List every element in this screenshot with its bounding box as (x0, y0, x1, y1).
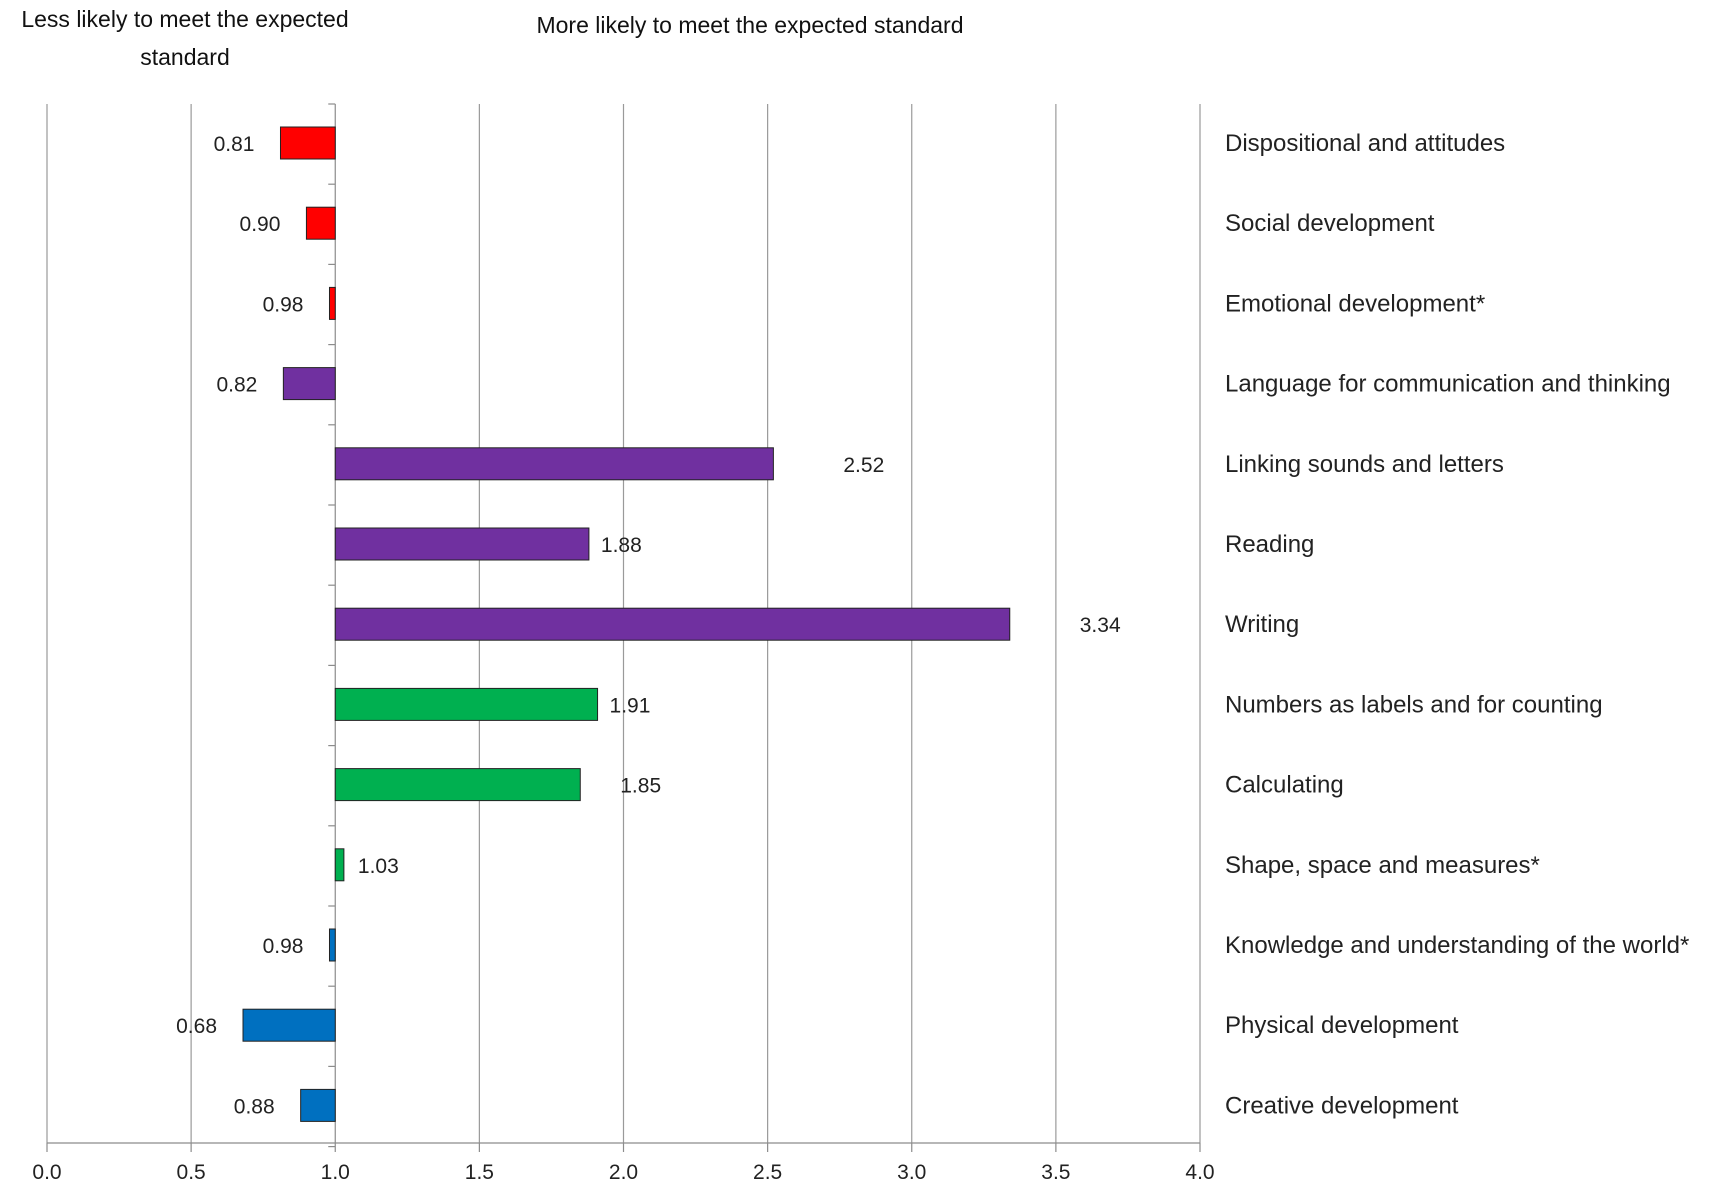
value-label-11: 0.68 (176, 1015, 217, 1038)
x-tick-label-3: 1.5 (465, 1161, 494, 1184)
bar-12 (300, 1088, 336, 1122)
value-label-10: 0.98 (263, 935, 304, 958)
x-tick-label-4: 2.0 (609, 1161, 638, 1184)
x-tick-label-5: 2.5 (753, 1161, 782, 1184)
header-less-likely-line2: standard (140, 44, 230, 70)
bar-3 (282, 367, 336, 401)
value-label-2: 0.98 (263, 293, 304, 316)
bar-2 (328, 286, 336, 320)
category-labels: Dispositional and attitudes Social develo… (1225, 130, 1689, 1119)
bar-1 (305, 206, 336, 240)
x-tick-label-6: 3.0 (897, 1161, 926, 1184)
bar-11 (242, 1008, 336, 1042)
bar-4 (334, 447, 774, 481)
x-axis (46, 103, 1201, 1152)
value-label-1: 0.90 (240, 213, 281, 236)
value-label-9: 1.03 (358, 855, 399, 878)
category-label-4: Linking sounds and letters (1225, 451, 1504, 478)
category-label-6: Writing (1225, 611, 1299, 638)
category-label-9: Shape, space and measures* (1225, 852, 1540, 879)
value-label-0: 0.81 (214, 133, 255, 156)
bar-8 (334, 768, 581, 802)
category-label-10: Knowledge and understanding of the world… (1225, 932, 1689, 959)
tick-labels: 0.0 0.5 1.0 1.5 2.0 2.5 3.0 3.5 4.0 (32, 1161, 1214, 1184)
category-label-2: Emotional development* (1225, 290, 1485, 317)
x-tick-label-7: 3.5 (1041, 1161, 1070, 1184)
value-label-6: 3.34 (1080, 614, 1121, 637)
bar-7 (334, 687, 599, 721)
value-label-12: 0.88 (234, 1095, 275, 1118)
category-label-0: Dispositional and attitudes (1225, 130, 1505, 157)
bars (242, 126, 1011, 1122)
value-labels: 0.81 0.90 0.98 0.82 2.52 1.88 3.34 1.91 1.85 1.03… (176, 133, 1121, 1118)
value-label-5: 1.88 (601, 534, 642, 557)
category-label-5: Reading (1225, 531, 1314, 558)
header-less-likely-line1: Less likely to meet the expected (21, 6, 348, 32)
value-label-4: 2.52 (843, 454, 884, 477)
bar-6 (334, 607, 1011, 641)
x-tick-label-8: 4.0 (1185, 1161, 1214, 1184)
category-label-11: Physical development (1225, 1012, 1459, 1039)
category-label-8: Calculating (1225, 772, 1344, 799)
header-more-likely: More likely to meet the expected standar… (536, 12, 963, 38)
x-tick-label-1: 0.5 (177, 1161, 206, 1184)
bar-0 (279, 126, 336, 160)
category-label-1: Social development (1225, 210, 1435, 237)
bar-5 (334, 527, 590, 561)
x-tick-label-0: 0.0 (32, 1161, 61, 1184)
value-label-8: 1.85 (620, 775, 661, 798)
category-label-3: Language for communication and thinking (1225, 371, 1671, 398)
category-label-12: Creative development (1225, 1092, 1459, 1119)
x-tick-label-2: 1.0 (321, 1161, 350, 1184)
bar-10 (328, 928, 336, 962)
category-label-7: Numbers as labels and for counting (1225, 691, 1603, 718)
value-label-7: 1.91 (610, 694, 651, 717)
value-label-3: 0.82 (216, 374, 257, 397)
bar-9 (334, 848, 345, 882)
